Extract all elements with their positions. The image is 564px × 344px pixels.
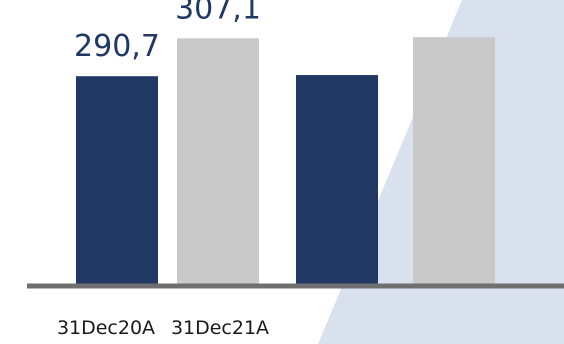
- value-label-2: 307,1: [175, 0, 261, 26]
- bar-1: [76, 76, 158, 288]
- bar-3: [296, 75, 378, 288]
- bar-2: [177, 38, 259, 289]
- category-label-2: 31Dec21A: [171, 317, 269, 339]
- category-label-1: 31Dec20A: [57, 317, 155, 339]
- value-label-1: 290,7: [74, 29, 160, 64]
- bar-4: [413, 37, 495, 289]
